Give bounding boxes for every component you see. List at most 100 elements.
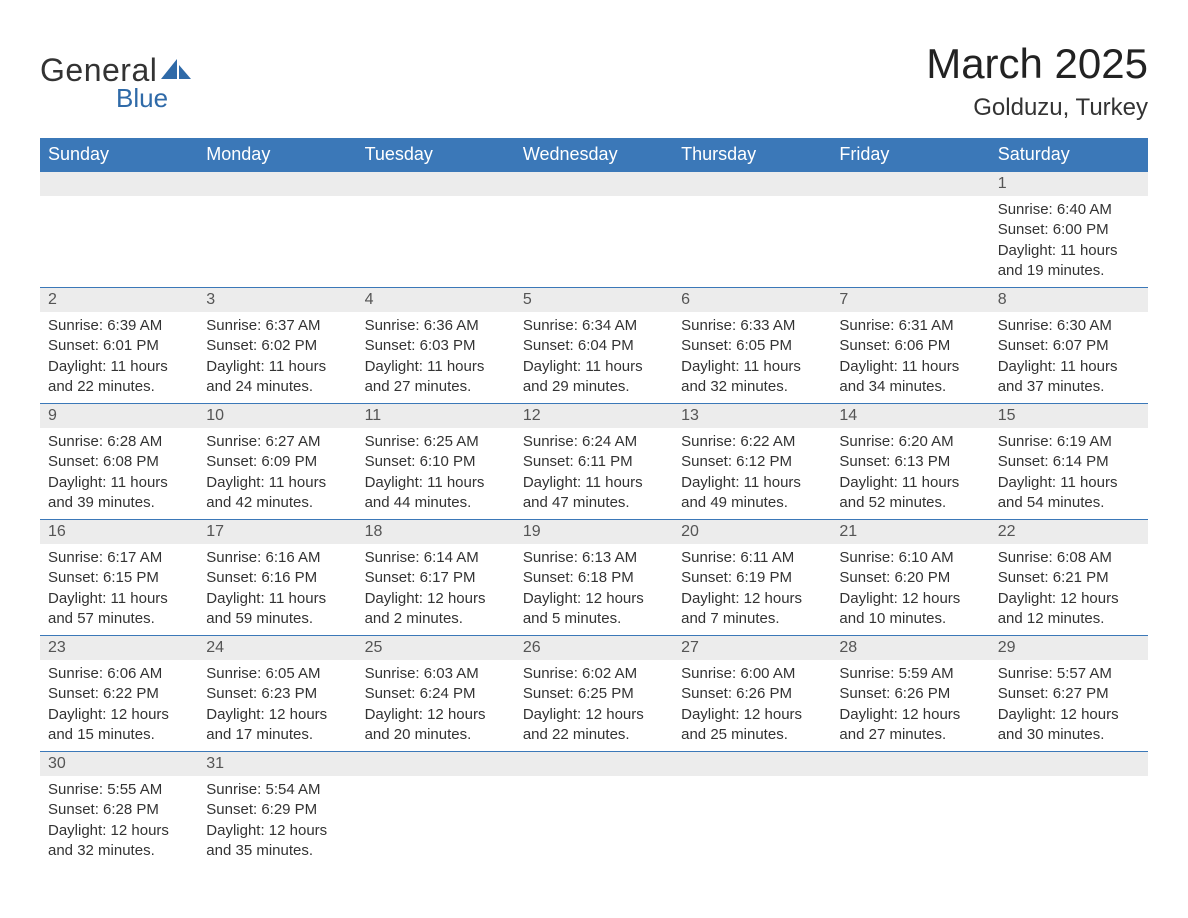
calendar-cell: 31Sunrise: 5:54 AMSunset: 6:29 PMDayligh… [198, 752, 356, 868]
col-wednesday: Wednesday [515, 138, 673, 172]
daylight-line-1: Daylight: 12 hours [998, 705, 1140, 725]
calendar-cell: 7Sunrise: 6:31 AMSunset: 6:06 PMDaylight… [831, 288, 989, 404]
calendar-header-row: Sunday Monday Tuesday Wednesday Thursday… [40, 138, 1148, 172]
daylight-line-1: Daylight: 11 hours [48, 589, 190, 609]
day-detail: Sunrise: 6:19 AMSunset: 6:14 PMDaylight:… [990, 428, 1148, 519]
daylight-line-2: and 39 minutes. [48, 493, 190, 513]
sunrise-line: Sunrise: 6:27 AM [206, 432, 348, 452]
sunrise-line: Sunrise: 6:22 AM [681, 432, 823, 452]
day-number: 22 [990, 520, 1148, 544]
day-number [831, 172, 989, 196]
day-number: 9 [40, 404, 198, 428]
sunset-line: Sunset: 6:26 PM [681, 684, 823, 704]
sunset-line: Sunset: 6:06 PM [839, 336, 981, 356]
daylight-line-1: Daylight: 11 hours [48, 357, 190, 377]
daylight-line-1: Daylight: 12 hours [839, 705, 981, 725]
sunrise-line: Sunrise: 5:55 AM [48, 780, 190, 800]
daylight-line-1: Daylight: 12 hours [523, 589, 665, 609]
sunset-line: Sunset: 6:11 PM [523, 452, 665, 472]
calendar-cell: 14Sunrise: 6:20 AMSunset: 6:13 PMDayligh… [831, 404, 989, 520]
sunrise-line: Sunrise: 6:11 AM [681, 548, 823, 568]
calendar-cell: 18Sunrise: 6:14 AMSunset: 6:17 PMDayligh… [357, 520, 515, 636]
day-number [357, 172, 515, 196]
daylight-line-1: Daylight: 12 hours [206, 705, 348, 725]
day-number: 11 [357, 404, 515, 428]
day-number [40, 172, 198, 196]
daylight-line-2: and 17 minutes. [206, 725, 348, 745]
day-number: 3 [198, 288, 356, 312]
sunset-line: Sunset: 6:27 PM [998, 684, 1140, 704]
daylight-line-2: and 32 minutes. [681, 377, 823, 397]
day-number [673, 172, 831, 196]
calendar-cell [198, 172, 356, 288]
daylight-line-2: and 44 minutes. [365, 493, 507, 513]
day-number: 24 [198, 636, 356, 660]
sunset-line: Sunset: 6:07 PM [998, 336, 1140, 356]
sunset-line: Sunset: 6:13 PM [839, 452, 981, 472]
sunrise-line: Sunrise: 6:05 AM [206, 664, 348, 684]
daylight-line-2: and 24 minutes. [206, 377, 348, 397]
day-number: 15 [990, 404, 1148, 428]
day-detail [990, 776, 1148, 786]
calendar-cell: 3Sunrise: 6:37 AMSunset: 6:02 PMDaylight… [198, 288, 356, 404]
day-detail: Sunrise: 6:14 AMSunset: 6:17 PMDaylight:… [357, 544, 515, 635]
calendar-cell: 30Sunrise: 5:55 AMSunset: 6:28 PMDayligh… [40, 752, 198, 868]
calendar-cell: 16Sunrise: 6:17 AMSunset: 6:15 PMDayligh… [40, 520, 198, 636]
sunrise-line: Sunrise: 6:06 AM [48, 664, 190, 684]
calendar-week-row: 1Sunrise: 6:40 AMSunset: 6:00 PMDaylight… [40, 172, 1148, 288]
day-number: 17 [198, 520, 356, 544]
sunrise-line: Sunrise: 6:03 AM [365, 664, 507, 684]
daylight-line-1: Daylight: 11 hours [839, 473, 981, 493]
calendar-cell: 4Sunrise: 6:36 AMSunset: 6:03 PMDaylight… [357, 288, 515, 404]
calendar-cell: 22Sunrise: 6:08 AMSunset: 6:21 PMDayligh… [990, 520, 1148, 636]
daylight-line-2: and 59 minutes. [206, 609, 348, 629]
calendar-cell: 25Sunrise: 6:03 AMSunset: 6:24 PMDayligh… [357, 636, 515, 752]
day-detail: Sunrise: 5:54 AMSunset: 6:29 PMDaylight:… [198, 776, 356, 867]
calendar-cell: 11Sunrise: 6:25 AMSunset: 6:10 PMDayligh… [357, 404, 515, 520]
page-header: General Blue March 2025 Golduzu, Turkey [40, 40, 1148, 122]
sunrise-line: Sunrise: 6:02 AM [523, 664, 665, 684]
day-number [515, 172, 673, 196]
calendar-cell [673, 172, 831, 288]
calendar-cell [357, 172, 515, 288]
col-thursday: Thursday [673, 138, 831, 172]
day-number: 7 [831, 288, 989, 312]
sunset-line: Sunset: 6:22 PM [48, 684, 190, 704]
day-number: 28 [831, 636, 989, 660]
day-number: 21 [831, 520, 989, 544]
day-number: 4 [357, 288, 515, 312]
sunrise-line: Sunrise: 6:17 AM [48, 548, 190, 568]
day-detail: Sunrise: 6:16 AMSunset: 6:16 PMDaylight:… [198, 544, 356, 635]
day-number: 6 [673, 288, 831, 312]
logo-sail-icon [161, 57, 191, 84]
sunset-line: Sunset: 6:12 PM [681, 452, 823, 472]
sunrise-line: Sunrise: 5:59 AM [839, 664, 981, 684]
daylight-line-2: and 20 minutes. [365, 725, 507, 745]
calendar-cell [515, 172, 673, 288]
calendar-cell [40, 172, 198, 288]
day-number: 29 [990, 636, 1148, 660]
day-detail [673, 776, 831, 786]
sunrise-line: Sunrise: 6:33 AM [681, 316, 823, 336]
sunset-line: Sunset: 6:04 PM [523, 336, 665, 356]
calendar-week-row: 2Sunrise: 6:39 AMSunset: 6:01 PMDaylight… [40, 288, 1148, 404]
day-number [198, 172, 356, 196]
day-number: 18 [357, 520, 515, 544]
day-detail: Sunrise: 6:37 AMSunset: 6:02 PMDaylight:… [198, 312, 356, 403]
day-number [831, 752, 989, 776]
day-detail: Sunrise: 6:28 AMSunset: 6:08 PMDaylight:… [40, 428, 198, 519]
day-number: 10 [198, 404, 356, 428]
sunset-line: Sunset: 6:10 PM [365, 452, 507, 472]
daylight-line-1: Daylight: 12 hours [998, 589, 1140, 609]
calendar-cell: 24Sunrise: 6:05 AMSunset: 6:23 PMDayligh… [198, 636, 356, 752]
calendar-cell: 1Sunrise: 6:40 AMSunset: 6:00 PMDaylight… [990, 172, 1148, 288]
day-number: 20 [673, 520, 831, 544]
day-detail: Sunrise: 6:17 AMSunset: 6:15 PMDaylight:… [40, 544, 198, 635]
daylight-line-1: Daylight: 11 hours [206, 357, 348, 377]
day-number: 30 [40, 752, 198, 776]
col-saturday: Saturday [990, 138, 1148, 172]
calendar-week-row: 16Sunrise: 6:17 AMSunset: 6:15 PMDayligh… [40, 520, 1148, 636]
sunset-line: Sunset: 6:25 PM [523, 684, 665, 704]
sunset-line: Sunset: 6:15 PM [48, 568, 190, 588]
daylight-line-1: Daylight: 11 hours [998, 357, 1140, 377]
